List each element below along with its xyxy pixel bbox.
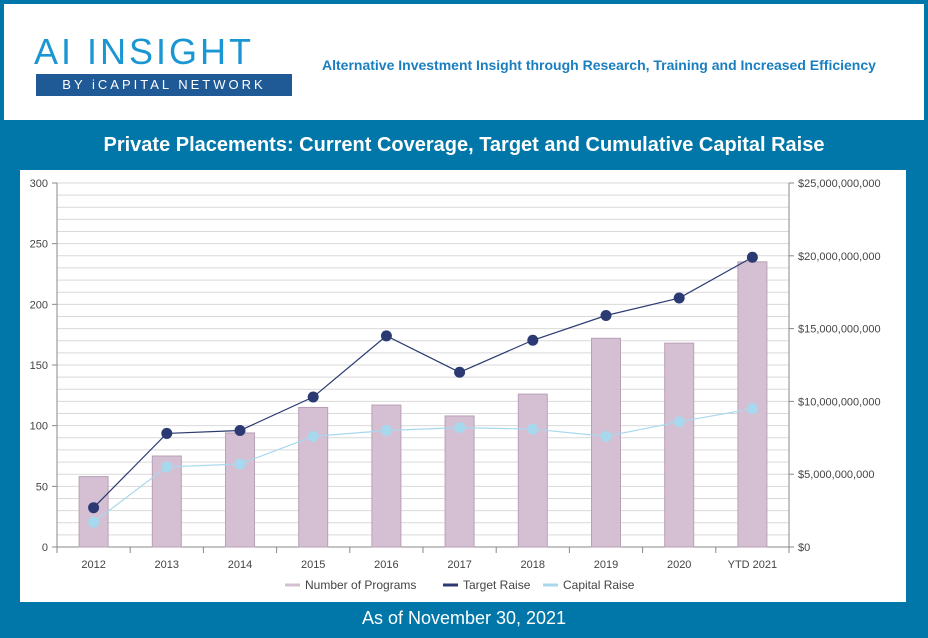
bar	[225, 432, 255, 548]
capital-raise-point	[161, 461, 173, 473]
left-tick-label: 200	[30, 299, 48, 311]
right-tick-label: $10,000,000,000	[798, 396, 881, 408]
capital-raise-point	[527, 423, 539, 435]
header: AI INSIGHT BY iCAPITAL NETWORK Alternati…	[4, 4, 924, 120]
target-raise-point	[746, 251, 758, 263]
x-tick-label: 2020	[667, 559, 691, 571]
bar	[517, 393, 548, 548]
left-tick-label: 0	[42, 542, 48, 554]
x-tick-label: 2017	[447, 559, 471, 571]
right-tick-label: $5,000,000,000	[798, 469, 874, 481]
footer-note: As of November 30, 2021	[361, 608, 567, 628]
target-raise-point	[454, 366, 466, 378]
right-tick-label: $15,000,000,000	[798, 324, 881, 336]
target-raise-point	[600, 309, 612, 321]
target-raise-point	[380, 330, 392, 342]
right-tick-label: $20,000,000,000	[798, 251, 881, 263]
left-tick-label: 150	[30, 360, 48, 372]
target-raise-point	[88, 502, 100, 514]
left-tick-label: 250	[30, 239, 48, 251]
x-tick-label: 2012	[81, 559, 105, 571]
capital-raise-point	[600, 430, 612, 442]
logo-subtitle: BY iCAPITAL NETWORK	[36, 74, 292, 96]
chart-svg: 0 50 100 150 200 250 300 $0 $5,000,000,000 $10,00…	[30, 178, 881, 592]
x-tick-label: 2015	[301, 559, 325, 571]
target-raise-point	[527, 334, 539, 346]
x-tick-label: YTD 2021	[728, 559, 778, 571]
left-tick-label: 300	[30, 178, 48, 190]
target-raise-line	[93, 256, 753, 509]
x-tick-label: 2019	[594, 559, 618, 571]
x-tick-label: 2013	[155, 559, 179, 571]
left-tick-label: 50	[36, 481, 48, 493]
capital-raise-point	[88, 516, 100, 528]
x-tick-label: 2018	[521, 559, 545, 571]
logo-title: AI INSIGHT	[34, 31, 255, 72]
bar	[591, 337, 621, 548]
legend-programs-label: Number of Programs	[305, 578, 416, 592]
capital-raise-point	[746, 403, 758, 415]
bar	[444, 415, 475, 548]
bar	[664, 342, 695, 548]
capital-raise-point	[673, 416, 685, 428]
target-raise-point	[673, 292, 685, 304]
capital-raise-line	[93, 408, 753, 523]
right-tick-label: $25,000,000,000	[798, 178, 881, 190]
left-tick-label: 100	[30, 421, 48, 433]
x-tick-label: 2014	[228, 559, 252, 571]
legend-capital-label: Capital Raise	[563, 578, 635, 592]
chart-title: Private Placements: Current Coverage, Ta…	[103, 134, 825, 156]
capital-raise-point	[307, 430, 319, 442]
x-tick-label: 2016	[374, 559, 398, 571]
bar	[298, 406, 329, 548]
capital-raise-point	[234, 458, 246, 470]
chart-area: 0 50 100 150 200 250 300 $0 $5,000,000,000 $10,00…	[20, 170, 906, 602]
target-raise-point	[234, 425, 246, 437]
capital-raise-point	[380, 425, 392, 437]
capital-raise-point	[454, 422, 466, 434]
target-raise-point	[161, 427, 173, 439]
right-tick-label: $0	[798, 542, 810, 554]
target-raise-point	[307, 391, 319, 403]
legend-target-label: Target Raise	[463, 578, 531, 592]
tagline: Alternative Investment Insight through R…	[322, 57, 876, 73]
